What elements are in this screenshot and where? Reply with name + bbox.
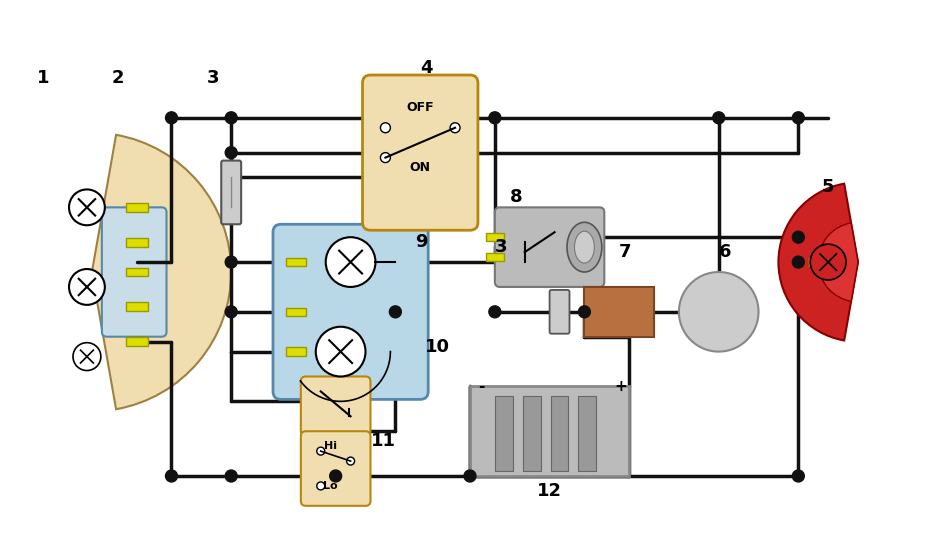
Wedge shape [818,223,858,301]
Circle shape [316,327,365,376]
Circle shape [792,256,804,268]
FancyBboxPatch shape [362,75,478,230]
Circle shape [450,123,460,132]
FancyBboxPatch shape [273,224,428,400]
Bar [126,203,148,212]
Bar [126,337,148,346]
Ellipse shape [567,222,601,272]
FancyBboxPatch shape [221,161,241,224]
FancyBboxPatch shape [301,431,371,506]
Circle shape [330,470,342,482]
Circle shape [792,231,804,243]
Bar [286,347,305,356]
Circle shape [679,272,758,352]
Circle shape [488,306,501,318]
Circle shape [792,470,804,482]
Circle shape [317,482,325,490]
Circle shape [69,189,105,225]
Bar [523,396,541,471]
Circle shape [225,147,237,158]
Circle shape [488,112,501,124]
Ellipse shape [574,231,594,263]
FancyBboxPatch shape [102,208,166,337]
Text: 11: 11 [371,432,395,450]
Bar [126,238,148,247]
Bar [550,396,569,471]
Wedge shape [92,135,232,409]
Circle shape [73,343,101,370]
Bar [486,233,503,241]
Text: 4: 4 [420,59,432,77]
Bar [470,386,630,476]
Circle shape [792,112,804,124]
Bar [126,302,148,311]
Circle shape [326,237,375,287]
FancyBboxPatch shape [301,376,371,436]
Text: 10: 10 [425,338,450,355]
FancyBboxPatch shape [495,208,604,287]
Circle shape [464,470,476,482]
Circle shape [389,306,402,318]
Text: ON: ON [410,161,431,174]
Text: 12: 12 [537,482,562,500]
Text: +: + [615,379,627,395]
Circle shape [713,112,725,124]
Circle shape [225,256,237,268]
Text: 2: 2 [112,69,124,87]
Circle shape [225,112,237,124]
Circle shape [317,447,325,455]
Circle shape [69,269,105,305]
Circle shape [380,123,390,132]
Bar [495,396,513,471]
Circle shape [578,306,590,318]
Bar [286,258,305,266]
Circle shape [225,306,237,318]
Bar [126,268,148,277]
Wedge shape [778,184,858,341]
Bar [809,258,828,266]
Circle shape [347,457,355,465]
Text: 1: 1 [37,69,50,87]
Circle shape [165,470,177,482]
Text: 6: 6 [719,243,731,261]
Text: Lo: Lo [323,481,338,491]
Bar [578,396,596,471]
Circle shape [811,244,846,280]
Text: OFF: OFF [406,102,434,114]
Text: Hi: Hi [324,441,337,451]
Bar [486,253,503,261]
Circle shape [165,112,177,124]
Text: 3: 3 [206,69,219,87]
Text: 5: 5 [822,178,834,197]
Text: -: - [478,379,485,395]
Text: 8: 8 [510,188,522,206]
Text: 7: 7 [619,243,631,261]
FancyBboxPatch shape [549,290,570,334]
Bar [585,287,654,337]
Text: 3: 3 [495,238,507,256]
Circle shape [225,470,237,482]
Text: 9: 9 [416,233,428,251]
Bar [286,307,305,316]
Circle shape [380,152,390,163]
